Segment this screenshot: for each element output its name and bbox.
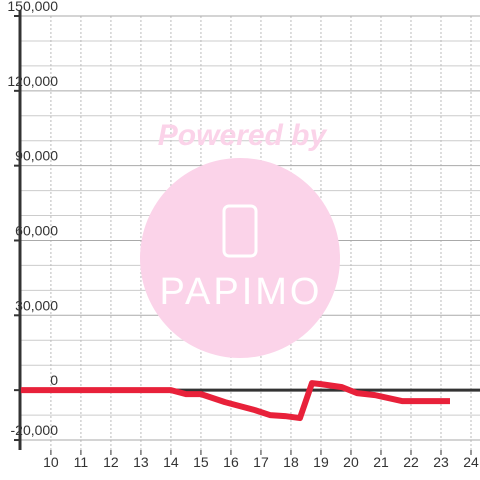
- x-tick-label: 24: [463, 454, 479, 470]
- y-tick-label: 150,000: [7, 0, 58, 14]
- x-tick-label: 13: [133, 454, 149, 470]
- y-tick-label: 0: [50, 372, 58, 388]
- x-tick-label: 20: [343, 454, 359, 470]
- watermark-logo: PAPIMO: [160, 271, 323, 313]
- x-tick-label: 16: [223, 454, 239, 470]
- x-tick-label: 23: [433, 454, 449, 470]
- x-tick-label: 10: [43, 454, 59, 470]
- x-tick-label: 19: [313, 454, 329, 470]
- x-tick-label: 18: [283, 454, 299, 470]
- y-tick-label: -20,000: [11, 422, 59, 438]
- watermark-circle: [140, 158, 340, 358]
- x-tick-label: 15: [193, 454, 209, 470]
- watermark: Powered by PAPIMO: [140, 119, 340, 358]
- x-tick-label: 12: [103, 454, 119, 470]
- x-tick-label: 11: [74, 454, 89, 470]
- x-tick-label: 17: [253, 454, 269, 470]
- y-tick-label: 60,000: [15, 222, 58, 238]
- x-tick-label: 21: [373, 454, 389, 470]
- y-tick-label: 30,000: [15, 297, 58, 313]
- y-tick-label: 120,000: [7, 73, 58, 89]
- x-tick-label: 14: [163, 454, 179, 470]
- y-tick-label: 90,000: [15, 148, 58, 164]
- x-tick-label: 22: [403, 454, 419, 470]
- watermark-phone: [222, 204, 258, 258]
- watermark-text: Powered by: [158, 119, 328, 152]
- line: [20, 380, 450, 422]
